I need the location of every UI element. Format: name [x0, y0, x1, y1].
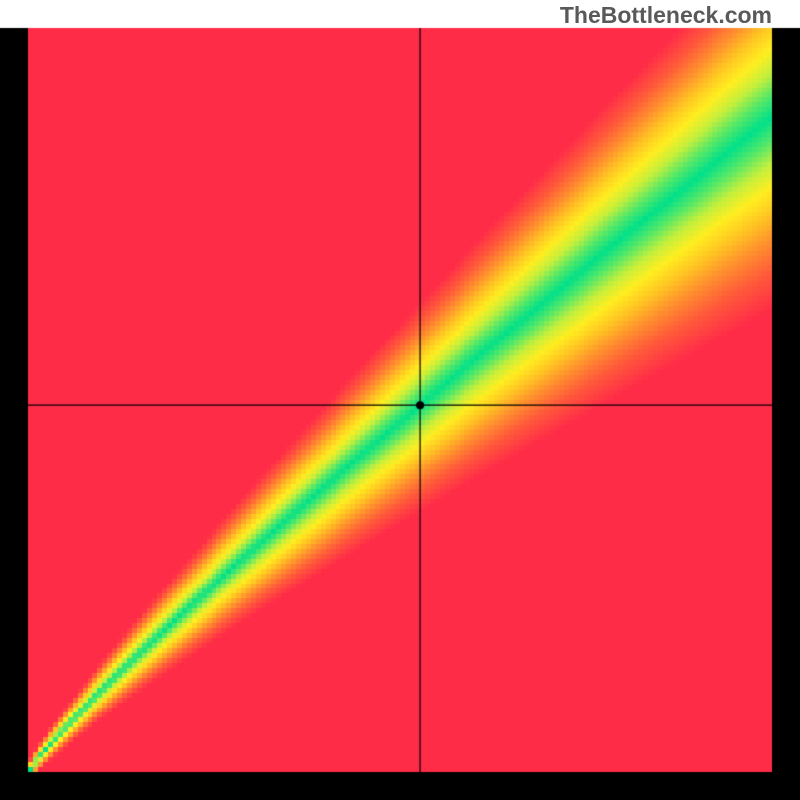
watermark-text: TheBottleneck.com	[560, 2, 772, 29]
bottleneck-heatmap	[0, 0, 800, 800]
